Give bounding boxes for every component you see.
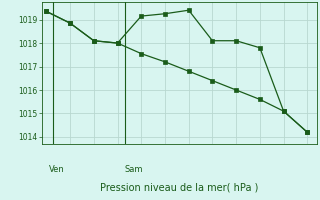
Text: Ven: Ven bbox=[49, 165, 64, 174]
Text: Sam: Sam bbox=[124, 165, 143, 174]
Text: Pression niveau de la mer( hPa ): Pression niveau de la mer( hPa ) bbox=[100, 182, 258, 192]
